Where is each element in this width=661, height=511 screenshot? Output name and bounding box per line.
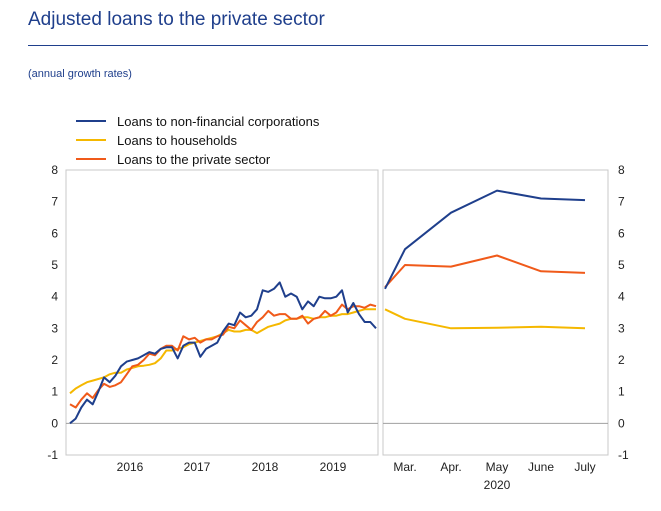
y-tick-label-right: 8	[618, 163, 625, 177]
legend-label-households: Loans to households	[117, 133, 237, 148]
legend: Loans to non-financial corporations Loans…	[76, 114, 320, 167]
series-line-private-2020	[384, 254, 586, 288]
y-tick-label-left: -1	[47, 448, 58, 462]
series-lines	[69, 189, 586, 425]
x-tick-label-month: May	[486, 460, 509, 474]
y-tick-label-right: 4	[618, 290, 625, 304]
legend-label-private: Loans to the private sector	[117, 152, 271, 167]
x-tick-label-year: 2017	[184, 460, 211, 474]
x-tick-label-month: June	[528, 460, 554, 474]
y-tick-label-right: 7	[618, 195, 625, 209]
series-line-nfc-history	[69, 281, 377, 425]
y-axis-left: -1 0 1 2 3 4 5 6 7 8	[47, 163, 58, 462]
y-tick-label-right: 6	[618, 226, 625, 240]
legend-label-nfc: Loans to non-financial corporations	[117, 114, 320, 129]
y-tick-label-left: 7	[51, 195, 58, 209]
y-axis-right: -1 0 1 2 3 4 5 6 7 8	[618, 163, 629, 462]
x-tick-label-year: 2016	[117, 460, 144, 474]
x-tick-label-month: Mar.	[393, 460, 416, 474]
x-axis: 2016 2017 2018 2019 Mar. Apr. May June July 2020	[117, 460, 596, 492]
series-line-nfc-2020	[384, 189, 586, 290]
y-tick-label-left: 2	[51, 353, 58, 367]
y-tick-label-left: 1	[51, 385, 58, 399]
series-line-households-history	[69, 308, 376, 395]
y-tick-label-right: 3	[618, 321, 625, 335]
panel-frame-1	[65, 169, 379, 456]
x-tick-label-month: Apr.	[440, 460, 461, 474]
x-year-sublabel: 2020	[484, 478, 511, 492]
y-tick-label-left: 0	[51, 416, 58, 430]
series-line-private-history	[69, 303, 377, 409]
y-tick-label-right: 2	[618, 353, 625, 367]
y-tick-label-left: 6	[51, 226, 58, 240]
y-tick-label-left: 5	[51, 258, 58, 272]
x-tick-label-year: 2019	[320, 460, 347, 474]
title-divider	[28, 45, 648, 46]
chart-panels	[65, 169, 609, 456]
chart-title: Adjusted loans to the private sector	[28, 9, 325, 30]
chart-subtitle: (annual growth rates)	[28, 68, 132, 80]
y-tick-label-left: 4	[51, 290, 58, 304]
panel-frame-2	[382, 169, 609, 456]
x-tick-label-year: 2018	[252, 460, 279, 474]
y-tick-label-right: 0	[618, 416, 625, 430]
series-line-households-2020	[384, 308, 586, 330]
y-tick-label-right: 1	[618, 385, 625, 399]
y-tick-label-left: 8	[51, 163, 58, 177]
y-tick-label-left: 3	[51, 321, 58, 335]
y-tick-label-right: -1	[618, 448, 629, 462]
y-tick-label-right: 5	[618, 258, 625, 272]
x-tick-label-month: July	[574, 460, 595, 474]
